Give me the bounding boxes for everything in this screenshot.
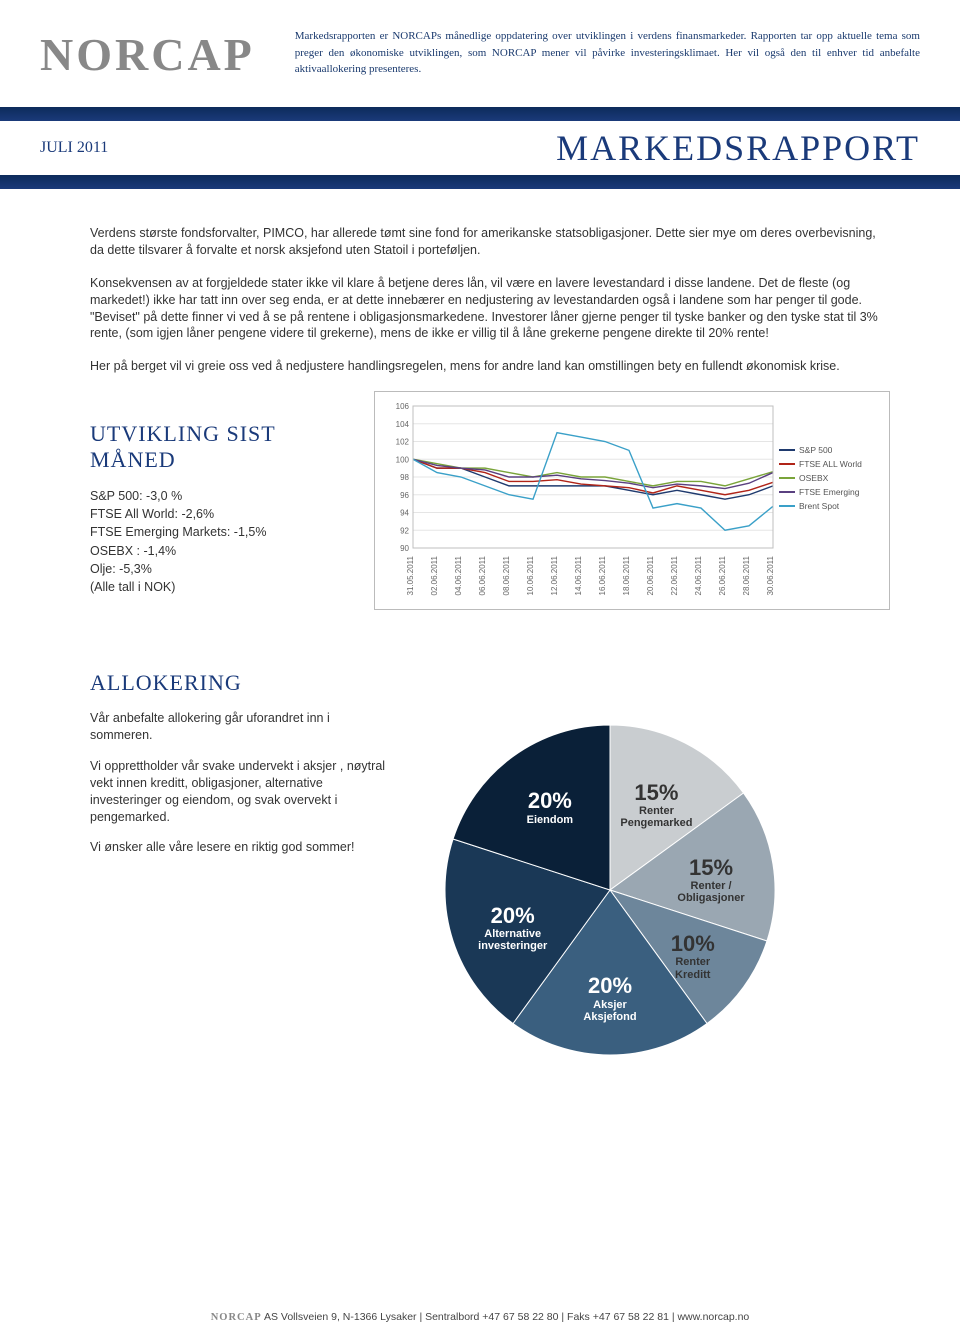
svg-text:FTSE Emerging: FTSE Emerging	[799, 487, 860, 497]
paragraph-2: Konsekvensen av at forgjeldede stater ik…	[90, 275, 890, 343]
paragraph-3: Her på berget vil vi greie oss ved å ned…	[90, 358, 890, 375]
title-row: JULI 2011 MARKEDSRAPPORT	[0, 127, 960, 169]
svg-text:106: 106	[396, 402, 410, 411]
utvikling-section: UTVIKLING SIST MÅNED S&P 500: -3,0 %FTSE…	[90, 391, 890, 610]
svg-text:31.05.2011: 31.05.2011	[406, 556, 415, 596]
svg-text:98: 98	[400, 473, 409, 482]
stat-line: S&P 500: -3,0 %	[90, 487, 350, 505]
stat-line: Olje: -5,3%	[90, 560, 350, 578]
pie-slice-label: 20%Alternativeinvesteringer	[458, 904, 568, 952]
footer-company: NORCAP	[211, 1312, 262, 1323]
logo: NORCAP	[40, 28, 255, 81]
divider-bar-top	[0, 107, 960, 121]
pie-slice-label: 20%Eiendom	[495, 789, 605, 825]
report-title: MARKEDSRAPPORT	[556, 127, 920, 169]
svg-text:24.06.2011: 24.06.2011	[694, 556, 703, 596]
allokering-title: ALLOKERING	[90, 670, 890, 696]
svg-text:96: 96	[400, 491, 409, 500]
utvikling-left: UTVIKLING SIST MÅNED S&P 500: -3,0 %FTSE…	[90, 391, 350, 596]
svg-text:20.06.2011: 20.06.2011	[646, 556, 655, 596]
svg-text:18.06.2011: 18.06.2011	[622, 556, 631, 596]
paragraph-1: Verdens største fondsforvalter, PIMCO, h…	[90, 225, 890, 259]
svg-text:14.06.2011: 14.06.2011	[574, 556, 583, 596]
svg-text:02.06.2011: 02.06.2011	[430, 556, 439, 596]
stat-line: FTSE Emerging Markets: -1,5%	[90, 523, 350, 541]
svg-text:Brent Spot: Brent Spot	[799, 501, 840, 511]
allokering-text: Vår anbefalte allokering går uforandret …	[90, 710, 390, 870]
svg-text:22.06.2011: 22.06.2011	[670, 556, 679, 596]
svg-text:04.06.2011: 04.06.2011	[454, 556, 463, 596]
stat-line: FTSE All World: -2,6%	[90, 505, 350, 523]
pie-chart: 15%RenterPengemarked 15%Renter / Obligasj…	[410, 710, 890, 1070]
svg-text:08.06.2011: 08.06.2011	[502, 556, 511, 596]
content: Verdens største fondsforvalter, PIMCO, h…	[0, 195, 960, 1080]
header-description: Markedsrapporten er NORCAPs månedlige op…	[295, 28, 920, 78]
svg-text:92: 92	[400, 526, 409, 535]
pie-slice-label: 10%RenterKreditt	[638, 932, 748, 980]
footer: NORCAP AS Vollsveien 9, N-1366 Lysaker |…	[0, 1311, 960, 1323]
svg-text:FTSE ALL World: FTSE ALL World	[799, 459, 862, 469]
stat-line: OSEBX : -1,4%	[90, 542, 350, 560]
stat-line: (Alle tall i NOK)	[90, 578, 350, 596]
footer-text: Vollsveien 9, N-1366 Lysaker | Sentralbo…	[281, 1311, 749, 1323]
pie-slice-label: 15%Renter / Obligasjoner	[656, 856, 766, 904]
divider-bar-bottom	[0, 175, 960, 189]
svg-text:102: 102	[396, 438, 410, 447]
footer-suffix: AS	[264, 1311, 278, 1323]
utvikling-title: UTVIKLING SIST MÅNED	[90, 421, 350, 473]
svg-text:16.06.2011: 16.06.2011	[598, 556, 607, 596]
svg-text:12.06.2011: 12.06.2011	[550, 556, 559, 596]
svg-text:S&P 500: S&P 500	[799, 445, 833, 455]
pie-slice-label: 15%RenterPengemarked	[601, 781, 711, 829]
svg-text:10.06.2011: 10.06.2011	[526, 556, 535, 596]
svg-text:28.06.2011: 28.06.2011	[742, 556, 751, 596]
svg-text:06.06.2011: 06.06.2011	[478, 556, 487, 596]
line-chart: 90 92 94 96 98 100 102 104 106 31.05.2011 02.06.20…	[374, 391, 890, 610]
utvikling-stats: S&P 500: -3,0 %FTSE All World: -2,6%FTSE…	[90, 487, 350, 596]
allokering-section: Vår anbefalte allokering går uforandret …	[90, 710, 890, 1070]
header: NORCAP Markedsrapporten er NORCAPs måned…	[0, 0, 960, 101]
svg-text:104: 104	[396, 420, 410, 429]
svg-text:90: 90	[400, 544, 409, 553]
allokering-p3: Vi ønsker alle våre lesere en riktig god…	[90, 839, 390, 856]
pie-slice-label: 20%AksjerAksjefond	[555, 974, 665, 1022]
allokering-p1: Vår anbefalte allokering går uforandret …	[90, 710, 390, 744]
svg-text:94: 94	[400, 509, 409, 518]
svg-text:30.06.2011: 30.06.2011	[766, 556, 775, 596]
report-date: JULI 2011	[40, 139, 556, 157]
svg-text:OSEBX: OSEBX	[799, 473, 829, 483]
svg-text:26.06.2011: 26.06.2011	[718, 556, 727, 596]
line-chart-svg: 90 92 94 96 98 100 102 104 106 31.05.2011 02.06.20…	[383, 400, 863, 600]
allokering-p2: Vi opprettholder vår svake undervekt i a…	[90, 758, 390, 826]
svg-text:100: 100	[396, 455, 410, 464]
